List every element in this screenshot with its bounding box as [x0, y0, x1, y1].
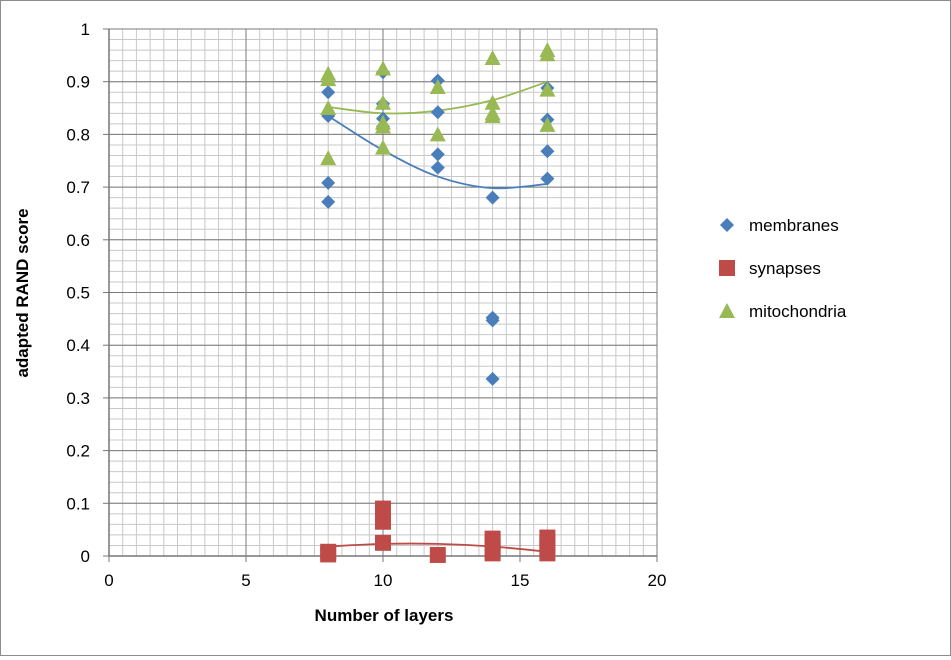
- y-tick-label: 0.7: [66, 178, 90, 197]
- data-point-mitochondria: [375, 118, 391, 134]
- data-point-membranes: [540, 144, 555, 159]
- y-tick-label: 0: [81, 547, 90, 566]
- data-point-mitochondria: [375, 60, 391, 76]
- data-point-mitochondria: [539, 116, 556, 132]
- trendline-synapses: [328, 542, 548, 553]
- data-point-synapses: [429, 546, 446, 563]
- trendline-membranes: [327, 115, 548, 190]
- x-tick-label: 5: [241, 571, 250, 590]
- data-point-membranes: [321, 194, 336, 209]
- data-point-membranes: [540, 171, 555, 186]
- data-point-membranes: [430, 160, 445, 175]
- data-point-synapses: [320, 546, 337, 563]
- legend-marker-membranes: [720, 218, 734, 232]
- x-tick-label: 10: [374, 571, 393, 590]
- data-point-mitochondria: [320, 100, 337, 116]
- y-tick-label: 0.1: [66, 494, 90, 513]
- data-point-mitochondria: [484, 107, 501, 123]
- data-point-mitochondria: [375, 94, 391, 110]
- data-point-membranes: [321, 175, 336, 190]
- data-point-mitochondria: [484, 94, 501, 110]
- x-tick-label: 0: [104, 571, 113, 590]
- data-point-mitochondria: [375, 139, 391, 155]
- legend-label-membranes: membranes: [749, 216, 839, 235]
- data-point-mitochondria: [429, 126, 446, 142]
- y-tick-label: 0.6: [66, 231, 90, 250]
- y-tick-label: 1: [81, 20, 90, 39]
- data-point-mitochondria: [320, 71, 337, 87]
- x-axis-title: Number of layers: [315, 606, 454, 625]
- data-point-mitochondria: [484, 49, 501, 65]
- data-point-membranes: [430, 105, 445, 120]
- y-tick-label: 0.4: [66, 336, 90, 355]
- tick-labels: 0 5 10 15 20 0 0.1 0.2 0.3 0.4 0.5 0.6 0.7 0.8 0.9 1: [66, 20, 666, 590]
- data-point-membranes: [485, 313, 500, 328]
- x-tick-label: 20: [648, 571, 667, 590]
- y-tick-label: 0.9: [66, 73, 90, 92]
- data-point-membranes: [430, 147, 445, 162]
- data-point-mitochondria: [539, 81, 556, 97]
- y-tick-label: 0.5: [66, 284, 90, 303]
- legend-label-synapses: synapses: [749, 259, 821, 278]
- y-tick-label: 0.3: [66, 389, 90, 408]
- data-point-synapses: [375, 513, 391, 530]
- axes: [103, 28, 658, 562]
- data-point-membranes: [485, 190, 500, 205]
- legend-marker-mitochondria: [719, 303, 735, 318]
- data-point-synapses: [484, 545, 501, 562]
- data-markers: [320, 42, 556, 563]
- legend: membranes synapses mitochondria: [719, 216, 847, 321]
- data-point-membranes: [321, 85, 336, 100]
- data-point-membranes: [485, 371, 500, 386]
- legend-label-mitochondria: mitochondria: [749, 302, 847, 321]
- data-point-synapses: [375, 534, 391, 551]
- legend-marker-synapses: [719, 260, 735, 276]
- x-tick-label: 15: [511, 571, 530, 590]
- data-point-mitochondria: [320, 150, 337, 166]
- data-point-synapses: [539, 545, 556, 562]
- y-tick-label: 0.8: [66, 125, 90, 144]
- data-point-mitochondria: [539, 46, 556, 62]
- y-axis-title: adapted RAND score: [13, 208, 32, 377]
- data-point-mitochondria: [429, 78, 446, 94]
- y-tick-label: 0.2: [66, 442, 90, 461]
